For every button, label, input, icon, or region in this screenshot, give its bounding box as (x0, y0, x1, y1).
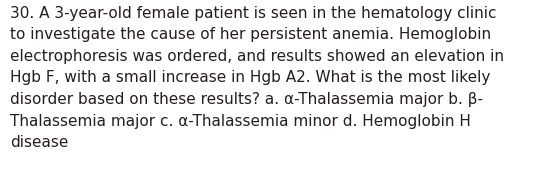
Text: 30. A 3-year-old female patient is seen in the hematology clinic
to investigate : 30. A 3-year-old female patient is seen … (10, 6, 504, 150)
